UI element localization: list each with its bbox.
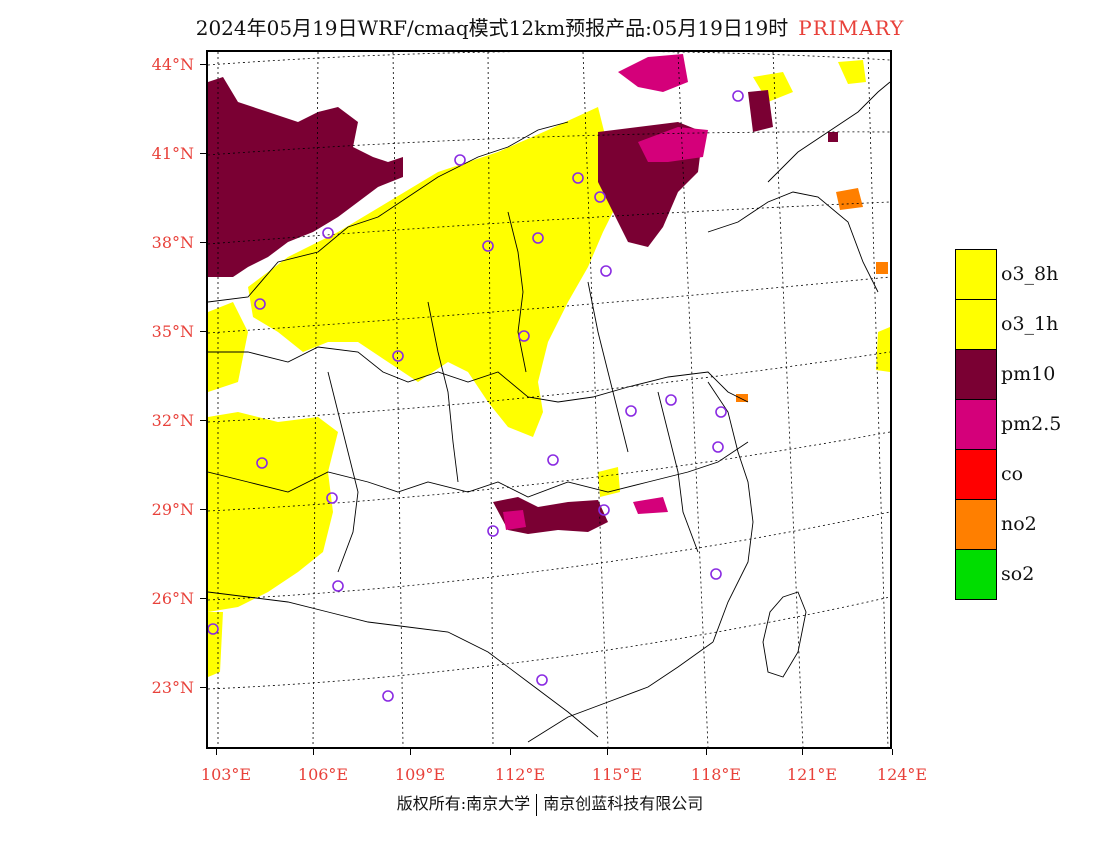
pm25-beijing-block bbox=[638, 127, 708, 162]
o3-west-band bbox=[208, 302, 248, 392]
lat-label-38n: 38°N bbox=[151, 233, 194, 252]
legend-item-so2: so2 bbox=[955, 549, 1081, 600]
lon-label-124e: 124°E bbox=[876, 765, 928, 784]
lon-label-115e: 115°E bbox=[591, 765, 643, 784]
station-marker bbox=[256, 457, 268, 469]
legend-item-o3-8h: o3_8h bbox=[955, 249, 1081, 300]
lat-label-35n: 35°N bbox=[151, 322, 194, 341]
legend-label: o3_8h bbox=[1001, 263, 1059, 285]
legend-swatch bbox=[955, 399, 997, 450]
legend-label: pm2.5 bbox=[1001, 413, 1062, 435]
legend-swatch bbox=[955, 249, 997, 300]
copyright-owner: 版权所有:南京大学 bbox=[396, 794, 531, 813]
no2-dalian-patch bbox=[836, 188, 863, 210]
o3-northeast-patch-2 bbox=[838, 60, 866, 84]
o3-southwest-strip bbox=[208, 612, 223, 677]
legend-swatch bbox=[955, 299, 997, 350]
legend-swatch bbox=[955, 499, 997, 550]
primary-tag: PRIMARY bbox=[798, 16, 905, 40]
station-marker bbox=[600, 265, 612, 277]
station-marker bbox=[454, 154, 466, 166]
lon-label-103e: 103°E bbox=[200, 765, 252, 784]
copyright-footer: 版权所有:南京大学 南京创蓝科技有限公司 bbox=[0, 790, 1100, 816]
lon-label-121e: 121°E bbox=[786, 765, 838, 784]
o3-north-band bbox=[248, 107, 618, 437]
pm10-northeast-strip bbox=[748, 90, 773, 132]
footer-separator bbox=[536, 793, 538, 816]
station-marker bbox=[710, 568, 722, 580]
station-marker bbox=[322, 227, 334, 239]
legend-label: no2 bbox=[1001, 513, 1037, 535]
no2-region-layer bbox=[736, 188, 888, 402]
legend-label: co bbox=[1001, 463, 1024, 485]
station-marker bbox=[715, 406, 727, 418]
o3-region-layer bbox=[208, 60, 890, 677]
legend-swatch bbox=[955, 449, 997, 500]
copyright-company: 南京创蓝科技有限公司 bbox=[543, 794, 704, 813]
legend-label: o3_1h bbox=[1001, 313, 1059, 335]
lon-label-109e: 109°E bbox=[394, 765, 446, 784]
legend-label: so2 bbox=[1001, 563, 1035, 585]
no2-coast-patch bbox=[876, 262, 888, 274]
map-title: 2024年05月19日WRF/cmaq模式12km预报产品:05月19日19时 P… bbox=[0, 12, 1100, 41]
legend-item-pm10: pm10 bbox=[955, 349, 1081, 400]
taiwan-outline bbox=[762, 591, 807, 678]
station-marker bbox=[382, 690, 394, 702]
lon-label-106e: 106°E bbox=[297, 765, 349, 784]
lon-label-118e: 118°E bbox=[690, 765, 742, 784]
station-marker bbox=[208, 623, 219, 635]
station-marker bbox=[547, 454, 559, 466]
station-marker bbox=[598, 504, 610, 516]
lat-label-29n: 29°N bbox=[151, 500, 194, 519]
title-text: 2024年05月19日WRF/cmaq模式12km预报产品:05月19日19时 bbox=[195, 16, 789, 40]
station-marker bbox=[712, 441, 724, 453]
station-marker bbox=[332, 580, 344, 592]
lat-label-26n: 26°N bbox=[151, 589, 194, 608]
lat-label-44n: 44°N bbox=[151, 55, 194, 74]
lat-label-23n: 23°N bbox=[151, 678, 194, 697]
station-marker bbox=[532, 232, 544, 244]
legend-item-no2: no2 bbox=[955, 499, 1081, 550]
o3-sichuan-patch bbox=[208, 412, 338, 612]
pm10-northwest-block bbox=[208, 77, 403, 277]
map-canvas bbox=[208, 52, 890, 747]
legend-label: pm10 bbox=[1001, 363, 1056, 385]
o3-northeast-patch bbox=[753, 72, 793, 102]
o3-east-patch bbox=[598, 467, 620, 497]
pm25-east-block bbox=[633, 497, 668, 514]
pm25-central-block bbox=[503, 510, 526, 530]
station-marker bbox=[482, 240, 494, 252]
legend-item-o3-1h: o3_1h bbox=[955, 299, 1081, 350]
station-marker bbox=[665, 394, 677, 406]
station-marker bbox=[594, 191, 606, 203]
legend-swatch bbox=[955, 349, 997, 400]
pm10-northeast-dot bbox=[828, 132, 838, 142]
station-marker bbox=[326, 492, 338, 504]
pm25-north-block bbox=[618, 54, 688, 92]
o3-east-coast-patch bbox=[876, 327, 890, 372]
legend-item-co: co bbox=[955, 449, 1081, 500]
station-marker bbox=[487, 525, 499, 537]
station-marker bbox=[392, 350, 404, 362]
pollutant-legend: o3_8h o3_1h pm10 pm2.5 co no2 so2 bbox=[955, 249, 1081, 600]
station-marker bbox=[518, 330, 530, 342]
forecast-map bbox=[206, 50, 892, 749]
lon-label-112e: 112°E bbox=[494, 765, 546, 784]
legend-item-pm25: pm2.5 bbox=[955, 399, 1081, 450]
graticule bbox=[208, 52, 890, 747]
station-marker bbox=[572, 172, 584, 184]
province-borders bbox=[208, 81, 890, 743]
lat-label-32n: 32°N bbox=[151, 411, 194, 430]
station-marker bbox=[732, 90, 744, 102]
station-marker bbox=[625, 405, 637, 417]
station-marker bbox=[536, 674, 548, 686]
station-marker bbox=[254, 298, 266, 310]
legend-swatch bbox=[955, 549, 997, 600]
pm25-region-layer bbox=[503, 54, 708, 530]
station-markers bbox=[208, 90, 744, 702]
lat-label-41n: 41°N bbox=[151, 144, 194, 163]
